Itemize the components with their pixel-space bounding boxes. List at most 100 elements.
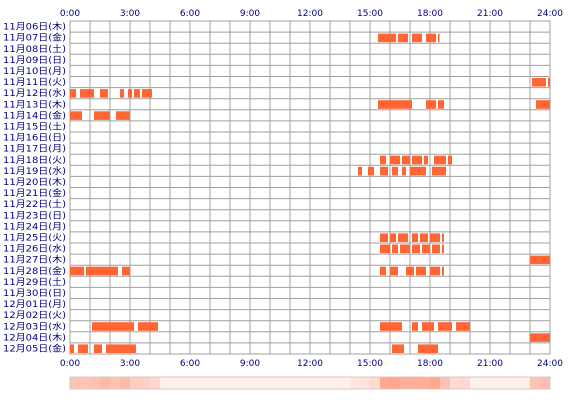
day-label: 11月25日(火) bbox=[3, 233, 66, 244]
day-label: 11月15日(土) bbox=[3, 121, 66, 133]
hour-label-top: 9:00 bbox=[240, 9, 260, 19]
hour-label-top: 12:00 bbox=[297, 9, 323, 19]
day-label: 11月24日(月) bbox=[3, 221, 66, 232]
summary-cell bbox=[320, 377, 331, 389]
day-label: 11月14日(金) bbox=[3, 109, 66, 121]
activity-bar bbox=[392, 344, 404, 353]
activity-bar bbox=[390, 266, 398, 276]
hour-label-top: 0:00 bbox=[60, 9, 80, 19]
activity-bar bbox=[400, 244, 410, 254]
summary-cell bbox=[190, 377, 201, 389]
activity-bar bbox=[70, 344, 74, 353]
activity-bar bbox=[532, 78, 546, 87]
activity-bar bbox=[122, 266, 130, 276]
day-label: 11月19日(水) bbox=[3, 165, 66, 177]
day-label: 11月06日(木) bbox=[3, 21, 66, 33]
summary-cell bbox=[90, 377, 101, 389]
activity-bar bbox=[380, 155, 386, 165]
summary-cell bbox=[260, 377, 271, 389]
hour-label-bottom: 0:00 bbox=[60, 359, 80, 369]
summary-cell bbox=[450, 377, 461, 389]
summary-cell bbox=[220, 377, 231, 389]
activity-bar bbox=[86, 266, 118, 276]
summary-frame bbox=[69, 376, 551, 390]
activity-bar bbox=[378, 100, 412, 109]
summary-cell bbox=[520, 377, 531, 389]
activity-bar bbox=[94, 111, 110, 120]
activity-bar bbox=[380, 233, 388, 242]
hour-label-top: 24:00 bbox=[537, 9, 563, 19]
activity-bar bbox=[412, 244, 420, 254]
day-label: 11月09日(日) bbox=[3, 55, 66, 66]
activity-bar bbox=[78, 344, 88, 353]
hour-label-bottom: 15:00 bbox=[357, 359, 383, 369]
activity-bar bbox=[438, 100, 444, 109]
activity-bar bbox=[134, 89, 140, 98]
hour-label-bottom: 6:00 bbox=[180, 359, 200, 369]
day-label: 11月11日(火) bbox=[3, 77, 66, 88]
day-label: 12月03日(水) bbox=[3, 320, 66, 332]
day-label: 11月28日(金) bbox=[3, 265, 66, 277]
day-label: 11月23日(日) bbox=[3, 210, 66, 221]
summary-cell bbox=[460, 377, 471, 389]
activity-bar bbox=[368, 166, 374, 176]
activity-bar bbox=[120, 89, 124, 98]
day-label: 11月10日(月) bbox=[3, 66, 66, 77]
hour-label-top: 6:00 bbox=[180, 9, 200, 19]
activity-bar bbox=[94, 344, 102, 353]
summary-cell bbox=[120, 377, 131, 389]
activity-bar bbox=[390, 233, 396, 242]
summary-cell bbox=[440, 377, 451, 389]
hour-label-top: 15:00 bbox=[357, 9, 383, 19]
hour-label-bottom: 21:00 bbox=[477, 359, 503, 369]
summary-cell bbox=[130, 377, 141, 389]
summary-cell bbox=[80, 377, 91, 389]
activity-bar bbox=[406, 266, 414, 276]
activity-bars bbox=[70, 33, 550, 353]
summary-cell bbox=[350, 377, 361, 389]
activity-bar bbox=[530, 333, 550, 342]
day-axis-labels: 11月06日(木)11月07日(金)11月08日(土)11月09日(日)11月1… bbox=[3, 21, 66, 355]
activity-bar bbox=[448, 155, 452, 165]
activity-bar bbox=[424, 155, 428, 165]
hour-label-top: 21:00 bbox=[477, 9, 503, 19]
activity-bar bbox=[70, 111, 82, 120]
summary-cell bbox=[540, 377, 551, 389]
summary-cell bbox=[290, 377, 301, 389]
activity-bar bbox=[398, 33, 408, 43]
day-label: 11月08日(土) bbox=[3, 43, 66, 55]
activity-bar bbox=[530, 255, 550, 265]
day-label: 11月22日(土) bbox=[3, 198, 66, 210]
summary-cell bbox=[500, 377, 511, 389]
day-label: 11月13日(木) bbox=[3, 98, 66, 110]
activity-bar bbox=[548, 78, 550, 87]
summary-cell bbox=[390, 377, 401, 389]
summary-cell bbox=[400, 377, 411, 389]
summary-cell bbox=[300, 377, 311, 389]
day-label: 12月04日(木) bbox=[3, 331, 66, 343]
activity-bar bbox=[434, 155, 446, 165]
summary-cell bbox=[430, 377, 441, 389]
activity-bar bbox=[420, 233, 428, 242]
day-label: 11月26日(水) bbox=[3, 243, 66, 255]
activity-bar bbox=[410, 166, 426, 176]
activity-bar bbox=[432, 244, 440, 254]
day-label: 11月21日(金) bbox=[3, 187, 66, 199]
activity-bar bbox=[106, 344, 136, 353]
day-label: 11月07日(金) bbox=[3, 32, 66, 44]
grid-lines bbox=[69, 20, 551, 355]
day-label: 12月02日(火) bbox=[3, 310, 66, 321]
hour-label-bottom: 9:00 bbox=[240, 359, 260, 369]
summary-cell bbox=[210, 377, 221, 389]
summary-cell bbox=[270, 377, 281, 389]
summary-cell bbox=[110, 377, 121, 389]
activity-bar bbox=[380, 266, 386, 276]
activity-bar bbox=[392, 244, 398, 254]
activity-bar bbox=[412, 33, 422, 43]
day-label: 11月20日(木) bbox=[3, 176, 66, 188]
day-label: 11月16日(日) bbox=[3, 133, 66, 144]
activity-bar bbox=[128, 89, 132, 98]
activity-bar bbox=[430, 233, 440, 242]
summary-cell bbox=[150, 377, 161, 389]
activity-bar bbox=[392, 166, 398, 176]
